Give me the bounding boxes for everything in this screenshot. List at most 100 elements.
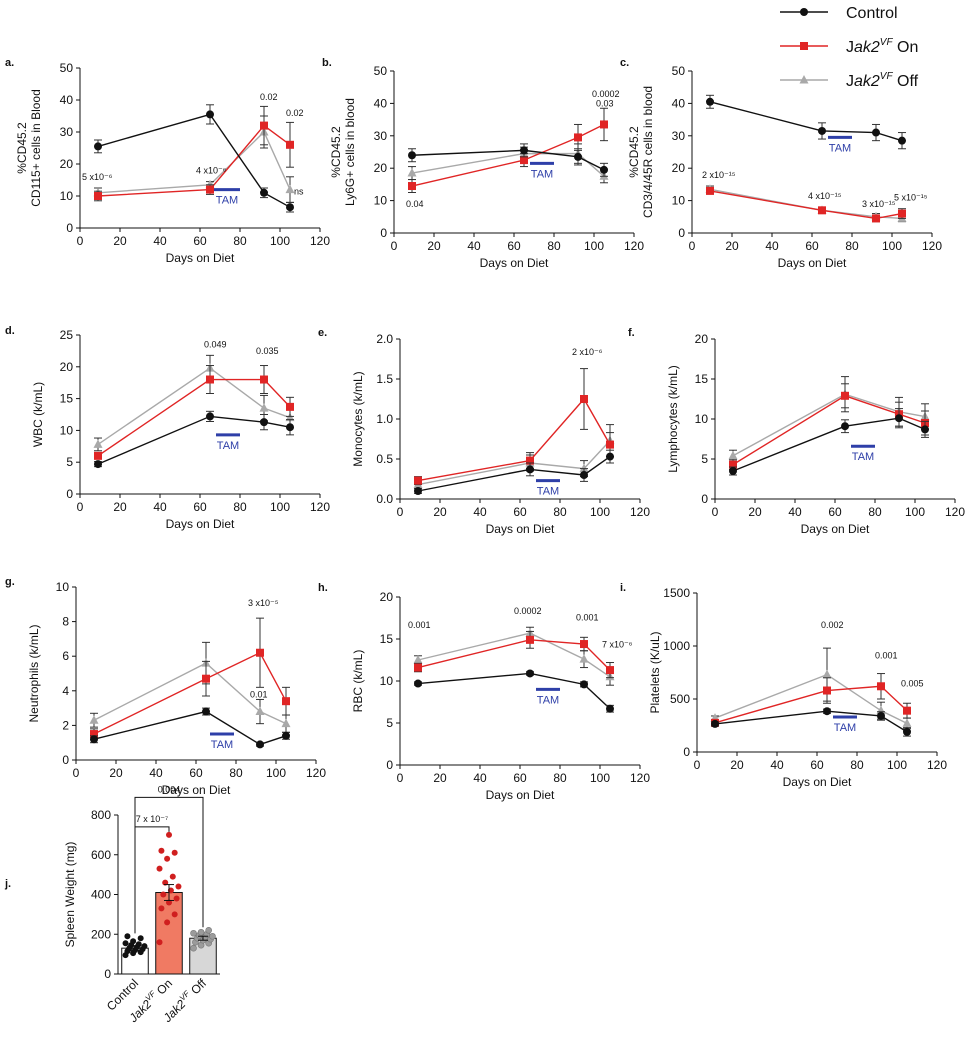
y-tick-label: 50 — [672, 64, 686, 78]
data-point-control — [286, 203, 294, 212]
data-point-off — [822, 669, 832, 679]
data-point-on — [414, 476, 422, 485]
legend-suffix: Off — [893, 73, 919, 90]
x-tick-label: 80 — [233, 500, 247, 514]
data-point-control — [877, 711, 885, 720]
data-point-control — [206, 110, 214, 119]
x-tick-label: 120 — [922, 239, 942, 253]
y-tick-label: 0 — [386, 758, 393, 772]
series-line-control — [732, 417, 926, 472]
series-line-control — [93, 710, 287, 746]
series-line-off — [709, 188, 903, 220]
p-value-annotation: 0.01 — [250, 690, 268, 700]
data-point-on — [520, 156, 528, 165]
y-tick-label: 40 — [374, 96, 388, 110]
y-tick-label: 40 — [60, 93, 74, 107]
series-off — [413, 626, 615, 686]
x-tick-label: 60 — [805, 239, 819, 253]
x-tick-label: 40 — [153, 234, 167, 248]
p-value-annotation: 0.001 — [576, 613, 599, 623]
y-tick-label: 5 — [66, 455, 73, 469]
y-tick-label: 6 — [62, 649, 69, 663]
data-point-control — [94, 142, 102, 151]
x-tick-label: 60 — [507, 239, 521, 253]
legend-item-on: Jak2VF On — [780, 37, 918, 56]
series-control — [706, 94, 906, 150]
tam-label: TAM — [216, 195, 238, 207]
panel-h: h. 0 5 10 15 20 0 20 40 60 80 100 120 Days on Diet RBC… — [318, 582, 650, 802]
data-point-off — [190, 929, 197, 937]
y-axis-title: Neutrophils (k/mL) — [27, 624, 41, 722]
panel-label: d. — [5, 325, 15, 337]
series-line-on — [93, 651, 287, 735]
series-on — [706, 186, 906, 223]
panel-label: g. — [5, 576, 15, 588]
x-axis-title: Days on Diet — [778, 256, 847, 270]
legend-item-off: Jak2VF Off — [780, 71, 919, 90]
series-line-control — [411, 149, 605, 171]
x-axis-title: Days on Diet — [783, 775, 852, 789]
series-on — [94, 365, 294, 460]
data-point-control — [600, 165, 608, 174]
y-tick-label: 10 — [60, 189, 74, 203]
data-point-on — [156, 865, 163, 872]
data-point-off — [209, 932, 216, 940]
data-point-off — [93, 439, 103, 448]
y-axis-title: CD3/4/45R cells in blood — [641, 86, 655, 218]
p-value-annotation: ns — [294, 186, 304, 196]
x-tick-label: 0 — [694, 758, 701, 772]
x-axis-title: Days on Diet — [166, 251, 235, 265]
y-tick-label: 0 — [701, 492, 708, 506]
y-tick-label: 30 — [60, 125, 74, 139]
series-control — [408, 143, 608, 177]
y-axis-title: Platelets (K/uL) — [648, 631, 662, 713]
panel-label: a. — [5, 57, 14, 69]
data-point-on — [164, 919, 171, 926]
panel-label: f. — [628, 327, 635, 339]
data-point-control — [841, 422, 849, 431]
x-tick-label: 20 — [109, 766, 123, 780]
y-tick-label: 25 — [60, 328, 74, 342]
data-point-on — [823, 686, 831, 695]
data-point-on — [606, 666, 614, 675]
data-point-on — [158, 847, 165, 854]
x-tick-label: 100 — [887, 758, 907, 772]
series-line-on — [417, 397, 611, 482]
x-tick-label: 120 — [630, 505, 650, 519]
data-point-control — [414, 487, 422, 495]
data-point-control — [130, 938, 137, 945]
series-line-control — [714, 710, 908, 733]
data-point-control — [921, 425, 929, 434]
data-point-off — [407, 168, 417, 177]
series-line-on — [417, 639, 611, 671]
y-tick-label: 400 — [91, 888, 111, 902]
p-value-annotation: 0.04 — [406, 199, 424, 209]
y-tick-label: 500 — [670, 692, 690, 706]
x-tick-label: 0 — [391, 239, 398, 253]
data-point-control — [903, 727, 911, 736]
x-tick-label: 20 — [427, 239, 441, 253]
legend-name: J — [846, 73, 854, 90]
series-on — [414, 368, 614, 486]
series-control — [90, 707, 290, 749]
p-value-annotation: 0.02 — [286, 108, 304, 118]
y-tick-label: 20 — [60, 157, 74, 171]
y-axis-title: RBC (k/mL) — [351, 650, 365, 713]
x-axis-title: Days on Diet — [486, 788, 555, 802]
data-point-off — [728, 450, 738, 460]
series-control — [94, 410, 294, 469]
x-tick-label: 60 — [189, 766, 203, 780]
x-tick-label: 0 — [689, 239, 696, 253]
data-point-control — [895, 414, 903, 423]
data-point-on — [175, 883, 182, 890]
x-tick-label: 20 — [748, 505, 762, 519]
data-point-off — [197, 928, 205, 936]
p-value-annotation: 0.001 — [408, 620, 431, 630]
data-point-on — [841, 391, 849, 400]
x-axis-title: Days on Diet — [480, 256, 549, 270]
data-point-off — [259, 403, 269, 412]
data-point-control — [202, 707, 210, 716]
data-point-control — [408, 151, 416, 160]
series-line-off — [732, 393, 926, 457]
